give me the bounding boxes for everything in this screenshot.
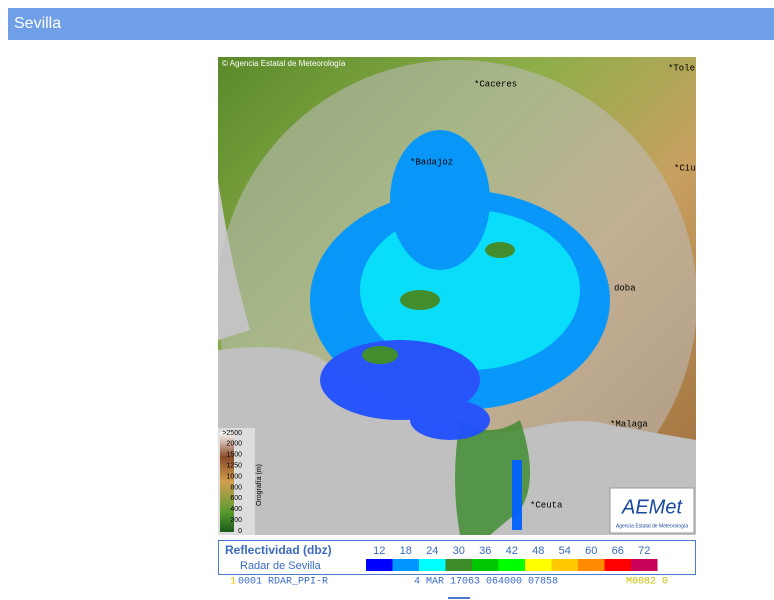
legend-swatch (551, 559, 578, 571)
status-text: M0082 0 (626, 577, 668, 588)
status-text: 1 (230, 577, 236, 588)
orography-title: Orografía (m) (256, 464, 263, 506)
status-text: 4 MAR 17063 064000 07858 (414, 577, 558, 588)
place-label: *Ciu (674, 163, 696, 173)
radar-map (218, 57, 696, 535)
status-text: 0001 RDAR_PPI-R (238, 577, 328, 588)
logo-subtitle: Agencia Estatal de Meteorología (616, 523, 688, 529)
place-label: doba (614, 283, 636, 293)
place-label: *Malaga (610, 419, 648, 429)
legend-subtitle: Radar de Sevilla (240, 560, 322, 572)
legend-label: 12 (373, 545, 385, 557)
legend-label: 42 (506, 545, 518, 557)
place-label: *Caceres (474, 79, 517, 89)
place-label: *Ceuta (530, 500, 563, 510)
legend-label: 54 (559, 545, 571, 557)
copyright: © Agencia Estatal de Meteorología (222, 59, 346, 68)
orography-label: 1000 (226, 473, 242, 480)
legend-swatch (525, 559, 552, 571)
orography-label: 1250 (226, 463, 242, 470)
place-label: *Badajoz (410, 157, 453, 167)
orography-label: 200 (230, 517, 242, 524)
scroll-indicator (448, 597, 470, 599)
legend-label: 72 (638, 545, 650, 557)
legend-label: 60 (585, 545, 597, 557)
place-label: *Tole (668, 63, 695, 73)
legend-swatch (498, 559, 525, 571)
legend-title: Reflectividad (dbz) (225, 543, 332, 557)
orography-label: 800 (230, 484, 242, 491)
legend-swatch (578, 559, 605, 571)
legend-swatch (419, 559, 446, 571)
legend-swatch (366, 559, 393, 571)
legend-swatch (445, 559, 472, 571)
orography-label: 1500 (226, 452, 242, 459)
legend-swatch (392, 559, 419, 571)
legend-swatch (631, 559, 658, 571)
legend-label: 48 (532, 545, 544, 557)
orography-label: 0 (238, 528, 242, 535)
orography-label: 2000 (226, 441, 242, 448)
legend-swatch (472, 559, 499, 571)
logo: AEMet (621, 496, 683, 518)
status-strip (218, 575, 696, 587)
orography-label: 600 (230, 495, 242, 502)
orography-label: 400 (230, 506, 242, 513)
legend-label: 24 (426, 545, 438, 557)
legend-label: 18 (400, 545, 412, 557)
legend-label: 36 (479, 545, 491, 557)
legend-swatch (604, 559, 631, 571)
orography-scale (220, 432, 234, 532)
header-title: Sevilla (14, 15, 62, 32)
orography-label: >2500 (222, 430, 242, 437)
legend-label: 66 (612, 545, 624, 557)
legend-label: 30 (453, 545, 465, 557)
header-bar: Sevilla (8, 8, 774, 40)
